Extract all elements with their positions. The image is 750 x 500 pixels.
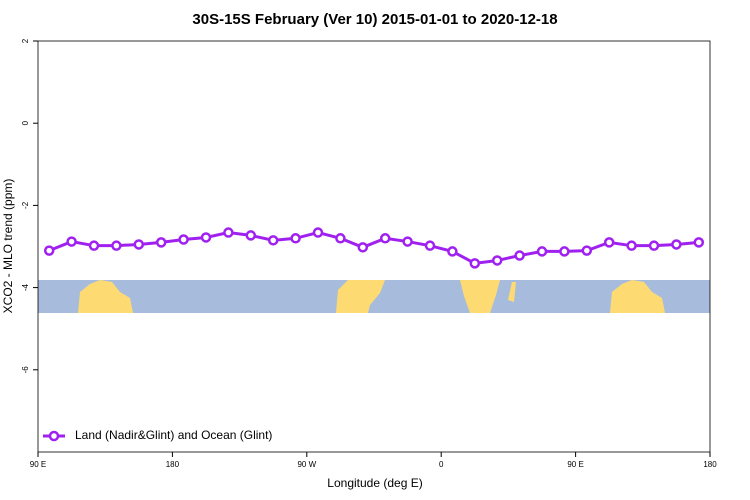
point [626, 240, 637, 251]
point [357, 242, 369, 253]
point [66, 236, 77, 247]
legend-label: Land (Nadir&Glint) and Ocean (Glint) [75, 428, 272, 442]
point [267, 235, 279, 246]
point [312, 227, 324, 238]
x-tick-label: 180 [166, 460, 180, 469]
y-axis-label: XCO2 - MLO trend (ppm) [1, 179, 15, 314]
x-tick-label: 90 E [567, 460, 583, 469]
point [133, 239, 145, 250]
y-tick-label: 2 [21, 38, 30, 43]
map-band [38, 280, 710, 313]
point [469, 258, 481, 269]
point [88, 240, 100, 251]
y-tick-label: -2 [21, 201, 30, 209]
y-tick-label: -6 [21, 366, 30, 374]
point [693, 237, 705, 248]
y-tick-label: -4 [21, 283, 30, 291]
point [245, 230, 257, 241]
legend-marker [48, 430, 60, 442]
point [536, 246, 548, 257]
point [559, 246, 570, 257]
point [402, 236, 413, 247]
point [200, 232, 212, 243]
point [581, 245, 593, 256]
series-line [48, 230, 699, 265]
x-tick-label: 90 E [30, 460, 46, 469]
x-axis-label: Longitude (deg E) [327, 476, 422, 490]
point [155, 237, 167, 248]
point [648, 240, 660, 251]
x-tick-label: 0 [439, 460, 444, 469]
point [178, 234, 189, 245]
x-tick-label: 180 [703, 460, 717, 469]
point [447, 246, 458, 257]
point [491, 255, 503, 266]
point [424, 240, 436, 251]
point [603, 237, 615, 248]
point [43, 245, 55, 256]
point [379, 233, 391, 244]
point [223, 227, 234, 238]
x-tick-label: 90 W [297, 460, 316, 469]
y-tick-label: 0 [21, 120, 30, 125]
point [335, 233, 346, 244]
point [514, 250, 525, 261]
point [290, 233, 301, 244]
plot-frame [37, 40, 711, 453]
point [111, 240, 122, 251]
point [671, 239, 682, 250]
chart-title: 30S-15S February (Ver 10) 2015-01-01 to … [192, 11, 557, 28]
